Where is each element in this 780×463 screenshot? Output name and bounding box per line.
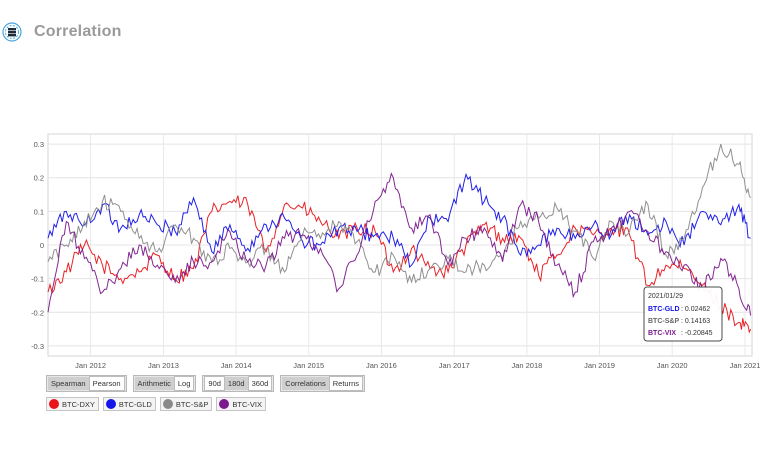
window-360d-button[interactable]: 360d [247, 376, 273, 391]
legend-item-btc-gld[interactable]: BTC-GLD [102, 397, 156, 411]
tooltip-series-value: : 0.14163 [681, 318, 710, 325]
window-toggle: 90d 180d 360d [202, 375, 275, 392]
x-tick-label: Jan 2017 [439, 361, 470, 370]
pearson-button[interactable]: Pearson [88, 376, 125, 391]
chart-legend: BTC-DXY BTC-GLD BTC-S&P BTC-VIX [46, 397, 266, 411]
x-tick-label: Jan 2016 [366, 361, 397, 370]
legend-label: BTC-S&P [175, 399, 209, 409]
x-tick-label: Jan 2012 [75, 361, 106, 370]
series-swatch [49, 399, 59, 409]
scale-toggle: Arithmetic Log [132, 375, 197, 392]
legend-label: BTC-GLD [118, 399, 152, 409]
y-tick-label: -0.1 [31, 275, 44, 284]
tooltip-series-value: : -0.20845 [681, 330, 713, 337]
series-swatch [162, 399, 173, 409]
returns-button[interactable]: Returns [328, 376, 363, 391]
legend-label: BTC-DXY [62, 399, 95, 409]
x-tick-label: Jan 2018 [511, 361, 542, 370]
tooltip-series-value: : 0.02462 [681, 306, 710, 313]
correlations-button[interactable]: Correlations [282, 377, 329, 390]
log-button[interactable]: Log [173, 376, 195, 391]
x-tick-label: Jan 2019 [584, 361, 615, 370]
spearman-button[interactable]: Spearman [48, 377, 89, 390]
page-title: Correlation [34, 23, 122, 40]
series-swatch [219, 399, 230, 409]
chart-controls: Spearman Pearson Arithmetic Log 90d 180d… [46, 375, 365, 392]
legend-item-btc-vix[interactable]: BTC-VIX [216, 397, 266, 411]
y-tick-label: -0.2 [31, 308, 44, 317]
method-toggle: Spearman Pearson [46, 375, 127, 392]
view-toggle: Correlations Returns [280, 375, 365, 392]
y-tick-label: 0.3 [34, 140, 44, 149]
series-line-btc-s-p [47, 143, 752, 285]
series-swatch [105, 399, 116, 409]
tooltip-series-label: BTC-VIX [648, 330, 676, 337]
legend-item-btc-dxy[interactable]: BTC-DXY [46, 397, 99, 411]
x-tick-label: Jan 2021 [730, 361, 761, 370]
data-stack-icon [2, 22, 22, 42]
x-tick-label: Jan 2015 [293, 361, 324, 370]
tooltip-box [643, 286, 723, 342]
x-tick-label: Jan 2013 [148, 361, 179, 370]
series-line-btc-vix [47, 172, 752, 316]
y-tick-label: 0 [40, 241, 44, 250]
tooltip-series-label: BTC-GLD [648, 306, 680, 313]
window-180d-button[interactable]: 180d [224, 377, 248, 390]
y-tick-label: 0.1 [34, 207, 44, 216]
page-header: Correlation [0, 18, 122, 46]
window-90d-button[interactable]: 90d [204, 376, 225, 391]
y-tick-label: -0.3 [31, 342, 44, 351]
arithmetic-button[interactable]: Arithmetic [134, 377, 174, 390]
tooltip-date: 2021/01/29 [648, 293, 683, 300]
legend-label: BTC-VIX [232, 399, 262, 409]
x-tick-label: Jan 2014 [221, 361, 252, 370]
series-line-btc-gld [47, 172, 751, 268]
y-tick-label: 0.2 [34, 174, 44, 183]
tooltip-series-label: BTC-S&P [648, 318, 679, 325]
x-tick-label: Jan 2020 [657, 361, 688, 370]
legend-item-btc-sp[interactable]: BTC-S&P [159, 397, 213, 411]
